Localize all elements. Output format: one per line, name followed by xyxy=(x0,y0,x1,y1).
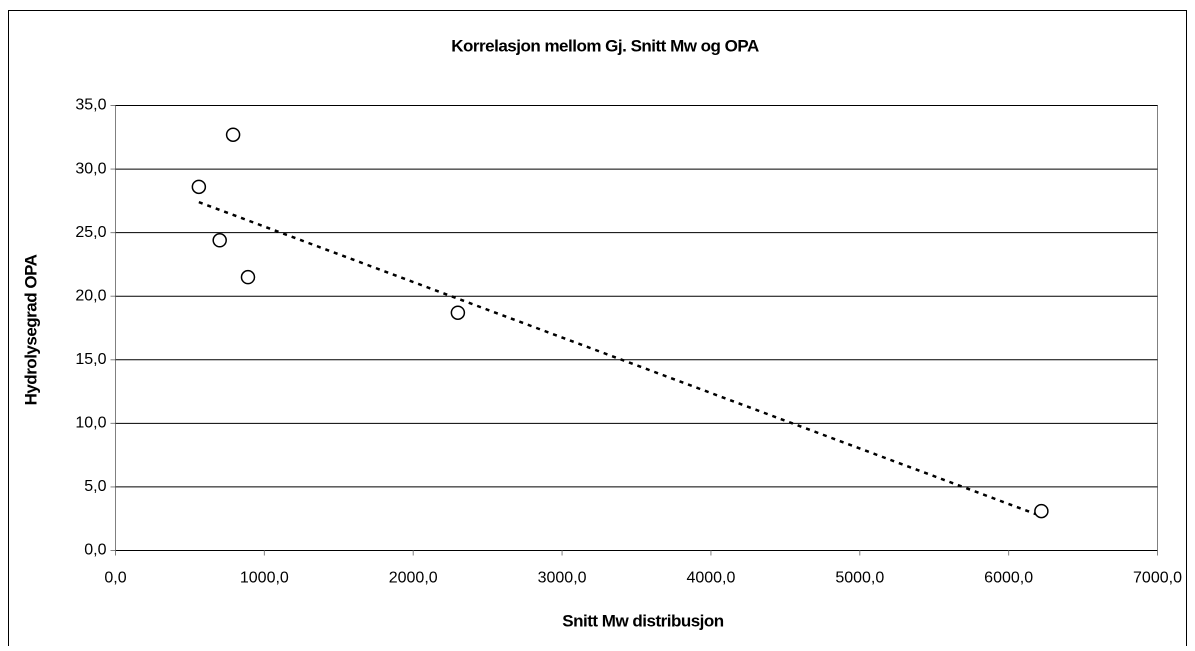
x-tick-label: 4000,0 xyxy=(686,570,735,587)
y-tick-label: 5,0 xyxy=(84,478,106,495)
chart-border xyxy=(8,10,1187,651)
x-tick-label: 1000,0 xyxy=(240,570,289,587)
x-tick-label: 6000,0 xyxy=(984,570,1033,587)
x-tick-label: 3000,0 xyxy=(538,570,587,587)
x-tick-label: 5000,0 xyxy=(835,570,884,587)
y-tick-label: 0,0 xyxy=(84,542,106,559)
x-tick-label: 2000,0 xyxy=(389,570,438,587)
y-tick-label: 30,0 xyxy=(75,160,106,177)
y-tick-label: 15,0 xyxy=(75,351,106,368)
y-tick-label: 25,0 xyxy=(75,224,106,241)
y-tick-label: 35,0 xyxy=(75,97,106,114)
data-point xyxy=(240,269,256,285)
y-axis-title: Hydrolysegrad OPA xyxy=(21,254,40,405)
data-point xyxy=(450,305,466,320)
x-tick-label: 7000,0 xyxy=(1133,570,1182,587)
x-axis-title: Snitt Mw distribusjon xyxy=(562,611,723,630)
data-point xyxy=(1034,503,1049,519)
x-tick-label: 0,0 xyxy=(104,570,126,587)
y-tick-label: 20,0 xyxy=(75,287,106,304)
chart-title: Korrelasjon mellom Gj. Snitt Mw og OPA xyxy=(451,36,759,55)
data-point xyxy=(191,179,207,195)
data-point xyxy=(212,233,227,248)
data-point xyxy=(225,127,241,142)
y-tick-label: 10,0 xyxy=(75,415,106,432)
trendline xyxy=(198,200,1042,518)
